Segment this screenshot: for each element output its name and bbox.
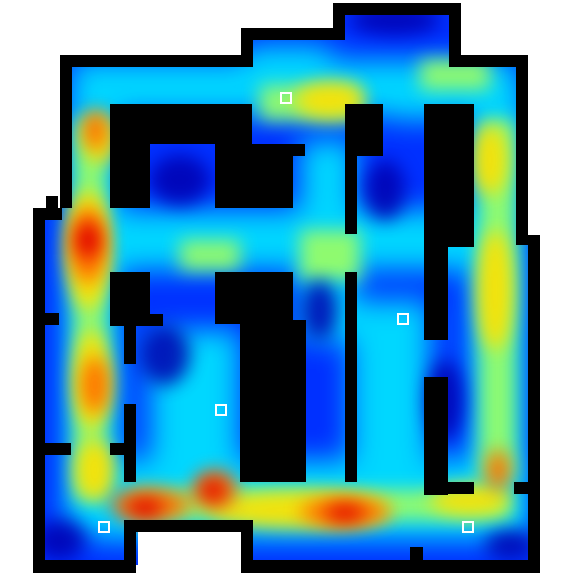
wall-left-post-1 [124,326,136,364]
wall-right-tall-lower [424,240,448,340]
walls [33,3,540,573]
wall-outer-left [33,208,45,573]
wall-left-small-ledge [110,314,163,326]
wall-right-lower-block [424,377,448,495]
wall-outer-notch-left [241,28,253,67]
waypoint-markers [98,92,474,533]
wall-pillar-b [345,272,357,482]
wall-outer-top-right [449,55,528,67]
wall-outer-bottom-left [33,560,136,573]
wall-center-big-lower [240,320,306,482]
wall-outer-bottom-mid-left [124,520,136,573]
wall-outer-top-left-edge [333,3,345,40]
wall-center-big [215,272,293,324]
wall-right-door-stub [514,482,540,494]
wall-right-lower-ledge [424,482,474,494]
wall-center-big-step [293,350,306,360]
waypoint-marker [462,521,474,533]
waypoint-marker [215,404,227,416]
wall-pillar-a-cap [345,104,383,156]
wall-outer-bottom-mid [124,520,253,532]
wall-left-ledge-2 [110,443,136,455]
wall-outer-left-top [60,55,72,208]
wall-outer-top [333,3,461,15]
wall-room-center-strip [215,144,305,156]
wall-outer-bottom-step [241,520,253,573]
wall-room-left-block [110,104,150,208]
wall-left-door-stub-2 [33,443,71,455]
wall-bottom-stub [410,547,423,573]
wall-outer-bottom-right [241,560,540,573]
wall-outer-top-notch [241,28,333,40]
wall-outer-top-left [62,55,243,67]
wall-outer-left-upper [46,196,58,220]
wall-right-tall [424,104,474,247]
waypoint-marker [98,521,110,533]
waypoint-marker [397,313,409,325]
wall-outer-right-upper [516,55,528,245]
wall-outer-top-right-edge [449,3,461,67]
wall-outer-right-lower [528,235,540,573]
heat-red-layer [76,222,365,521]
waypoint-marker [280,92,292,104]
wall-left-door-stub-1 [33,313,59,325]
